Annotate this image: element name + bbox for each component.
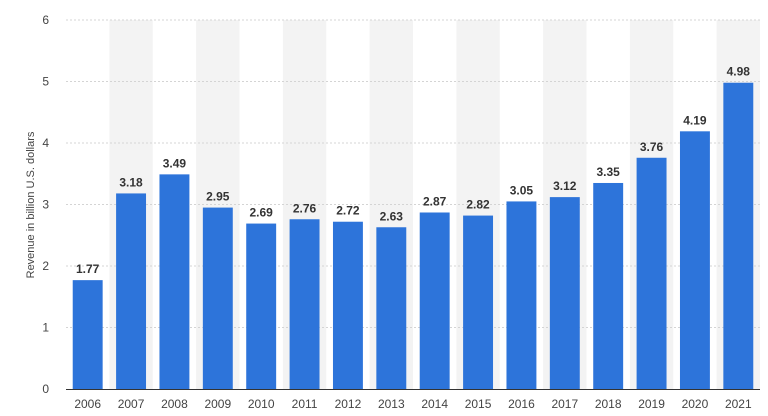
x-tick-label-2016: 2016 [508,397,535,411]
bar-2019 [636,157,667,389]
bar-2017 [549,197,580,389]
bar-2006 [72,280,103,389]
x-tick-label-2009: 2009 [204,397,231,411]
bars [72,82,754,389]
y-axis-label: Revenue in billion U.S. dollars [25,131,37,278]
x-tick-label-2018: 2018 [595,397,622,411]
value-label-2014: 2.87 [423,194,447,208]
bar-2010 [246,223,277,389]
y-tick-label: 1 [42,321,49,335]
y-tick-label: 5 [42,75,49,89]
x-tick-label-2019: 2019 [638,397,665,411]
value-label-2021: 4.98 [727,65,751,79]
x-axis-ticks: 2006 2007 2008 2009 2010 2011 2012 2013 2014 2015… [74,397,752,411]
x-tick-label-2010: 2010 [248,397,275,411]
value-label-2007: 3.18 [119,175,143,189]
value-label-2009: 2.95 [206,190,230,204]
bar-2015 [463,215,494,389]
bar-2014 [419,212,450,389]
y-tick-label: 6 [42,13,49,27]
value-label-2020: 4.19 [683,113,707,127]
x-tick-label-2013: 2013 [378,397,405,411]
bar-2011 [289,219,320,389]
value-label-2018: 3.35 [597,165,621,179]
x-tick-label-2014: 2014 [421,397,448,411]
value-label-2016: 3.05 [510,183,534,197]
bar-2018 [593,182,624,389]
x-tick-label-2020: 2020 [682,397,709,411]
x-tick-label-2006: 2006 [74,397,101,411]
x-tick-label-2017: 2017 [551,397,578,411]
x-tick-label-2008: 2008 [161,397,188,411]
value-label-2012: 2.72 [336,204,360,218]
value-labels: 1.77 3.18 3.49 2.95 2.69 2.76 2.72 2.63 2.87 2.82… [76,65,750,276]
y-tick-label: 0 [42,382,49,396]
x-tick-label-2021: 2021 [725,397,752,411]
bar-2020 [679,131,710,389]
value-label-2008: 3.49 [163,156,187,170]
value-label-2017: 3.12 [553,179,577,193]
y-tick-label: 3 [42,198,49,212]
bar-2012 [332,221,363,389]
value-label-2013: 2.63 [380,209,404,223]
value-label-2019: 3.76 [640,140,664,154]
bar-2016 [506,201,537,389]
x-tick-label-2015: 2015 [465,397,492,411]
y-axis-ticks: 0 1 2 3 4 5 6 [42,13,49,396]
bar-2007 [116,193,147,389]
value-label-2006: 1.77 [76,262,100,276]
bar-2009 [202,207,233,389]
bar-2021 [723,82,754,389]
bar-2008 [159,174,190,389]
value-label-2011: 2.76 [293,201,317,215]
x-tick-label-2011: 2011 [292,397,318,411]
value-label-2015: 2.82 [466,198,490,212]
y-tick-label: 4 [42,136,49,150]
x-tick-label-2007: 2007 [118,397,145,411]
x-tick-label-2012: 2012 [335,397,362,411]
value-label-2010: 2.69 [250,206,274,220]
y-tick-label: 2 [42,259,49,273]
bar-2013 [376,227,407,389]
